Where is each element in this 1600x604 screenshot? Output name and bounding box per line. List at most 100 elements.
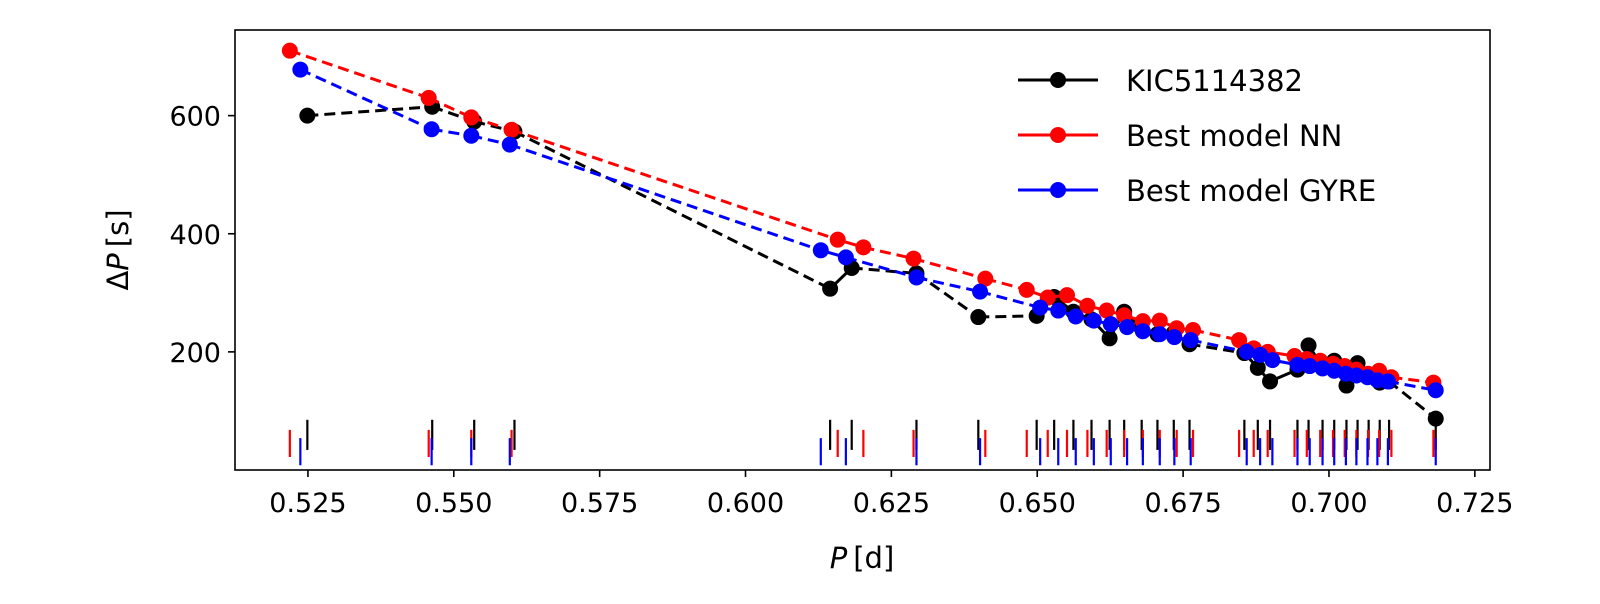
x-axis-label-symbol: P (830, 541, 848, 575)
x-tick-label: 0.675 (1144, 488, 1221, 519)
data-point (908, 269, 925, 286)
data-point (812, 242, 829, 259)
plot-marks (281, 42, 1444, 466)
legend-marker (1050, 127, 1066, 143)
legend-marker (1050, 182, 1066, 198)
x-tick-label: 0.700 (1290, 488, 1367, 519)
data-point (423, 121, 440, 138)
data-point (1300, 337, 1317, 354)
data-point (1101, 330, 1118, 347)
data-point (1098, 302, 1115, 319)
data-point (1018, 281, 1035, 298)
legend-marker (1050, 72, 1066, 88)
legend-item: Best model GYRE (1018, 174, 1376, 208)
data-point (1151, 326, 1168, 343)
series-segment (851, 266, 917, 275)
data-point (420, 89, 437, 106)
data-point (1427, 410, 1444, 427)
series-segment (1387, 379, 1437, 392)
series-segment (511, 128, 839, 242)
series-segment (299, 68, 433, 131)
series-segment (863, 245, 914, 261)
data-point (1301, 358, 1318, 375)
data-point (1182, 332, 1199, 349)
data-point (855, 239, 872, 256)
data-point (1085, 312, 1102, 329)
x-tick-label: 0.575 (561, 488, 638, 519)
data-point (463, 109, 480, 126)
data-point (970, 309, 987, 326)
data-point (1079, 297, 1096, 314)
series-segment (513, 130, 831, 291)
data-point (503, 121, 520, 138)
y-axis-label-symbol: P (101, 253, 135, 271)
data-point (1032, 299, 1049, 316)
data-point (1166, 329, 1183, 346)
period-markers-best-model-nn (288, 429, 1435, 458)
data-point (463, 127, 480, 144)
y-tick-label: 400 (169, 220, 221, 251)
series-segment (1388, 380, 1437, 420)
plot-frame (234, 29, 1491, 471)
series-segment (509, 143, 822, 252)
data-point (1379, 373, 1396, 390)
series-segment (1190, 338, 1248, 354)
data-point (1289, 356, 1306, 373)
legend-item: KIC5114382 (1018, 64, 1303, 98)
series-segment (915, 272, 980, 319)
data-point (501, 136, 518, 153)
data-point (1264, 352, 1281, 369)
series-segment (979, 290, 1041, 310)
x-tick-label: 0.600 (707, 488, 784, 519)
series-segment (1189, 342, 1245, 355)
data-point (1119, 319, 1136, 336)
data-point (829, 231, 846, 248)
series-best-model-gyre (292, 61, 1444, 399)
data-point (1427, 382, 1444, 399)
data-point (1067, 308, 1084, 325)
x-tick-label: 0.725 (1436, 488, 1513, 519)
x-tick-label: 0.550 (415, 488, 492, 519)
data-point (1249, 359, 1266, 376)
y-axis-label-unit: [s] (101, 209, 135, 247)
series-segment (916, 275, 981, 294)
x-tick-label: 0.625 (853, 488, 930, 519)
x-axis-label-unit: [d] (853, 541, 894, 575)
y-tick-label: 600 (169, 102, 221, 133)
data-point (972, 283, 989, 300)
legend: KIC5114382 Best model NN Best model GYRE (1018, 64, 1376, 208)
y-axis-label: ΔP [s] (101, 209, 135, 290)
data-point (905, 250, 922, 267)
series-segment (307, 105, 433, 118)
data-point (292, 61, 309, 78)
data-point (1238, 343, 1255, 360)
x-axis-label: P [d] (830, 541, 895, 575)
data-point (1134, 323, 1151, 340)
legend-label: KIC5114382 (1126, 64, 1303, 98)
data-point (1151, 312, 1168, 329)
axes: 0.525 0.550 0.575 0.600 0.625 0.650 0.675 0.700… (169, 102, 1513, 519)
series-segment (845, 255, 917, 279)
y-tick-label: 200 (169, 338, 221, 369)
data-point (1338, 377, 1355, 394)
legend-label: Best model GYRE (1126, 174, 1376, 208)
data-point (837, 249, 854, 266)
data-point (1050, 302, 1067, 319)
data-point (1102, 316, 1119, 333)
x-tick-label: 0.525 (269, 488, 346, 519)
data-point (822, 280, 839, 297)
data-point (1252, 346, 1269, 363)
series-segment (978, 314, 1037, 319)
legend-label: Best model NN (1126, 119, 1342, 153)
data-point (977, 270, 994, 287)
x-tick-label: 0.650 (999, 488, 1076, 519)
data-point (281, 42, 298, 59)
series-segment (913, 257, 986, 281)
data-point (1231, 332, 1248, 349)
data-point (299, 107, 316, 124)
period-markers-kic5114382 (306, 419, 1437, 450)
data-point (1262, 373, 1279, 390)
period-markers-best-model-gyre (299, 438, 1437, 466)
data-point (1058, 287, 1075, 304)
